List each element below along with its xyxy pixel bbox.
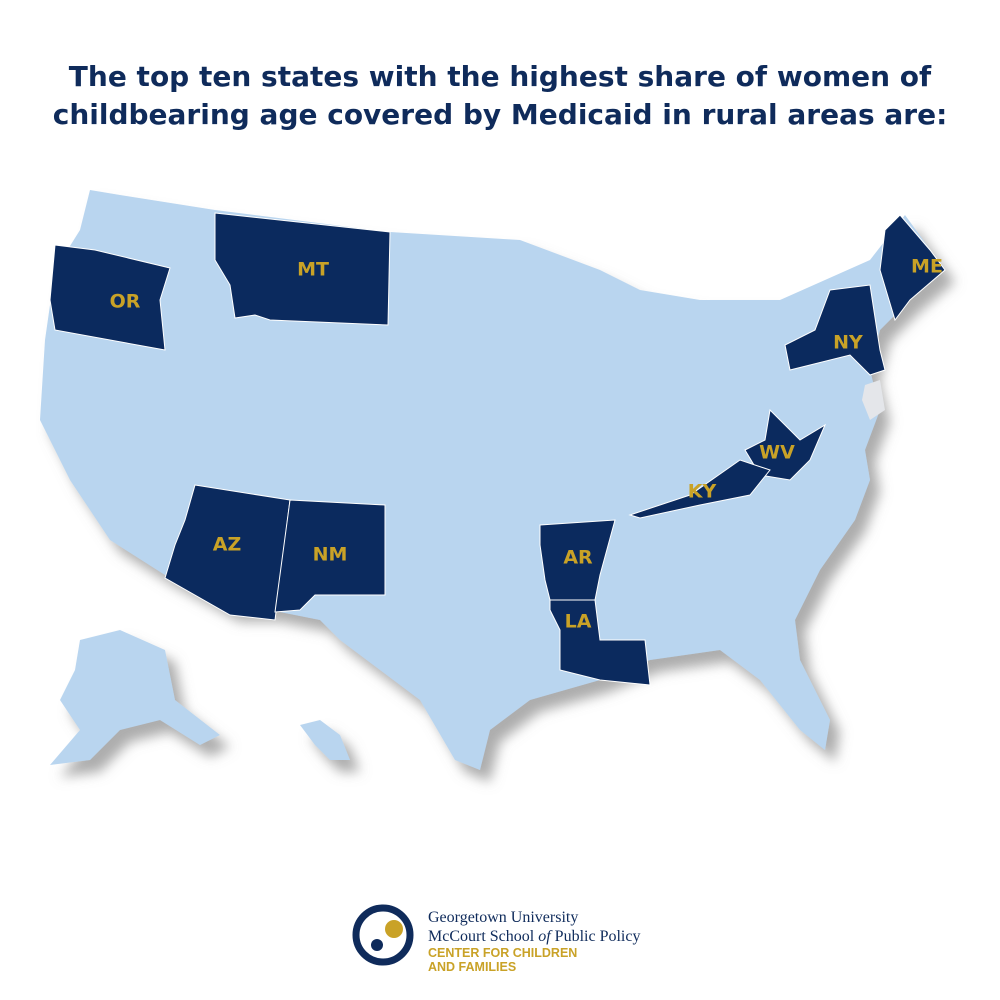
- state-label: OR: [110, 291, 141, 313]
- state-label: NY: [833, 332, 863, 354]
- highlighted-states: [49, 212, 946, 686]
- state-label: LA: [565, 611, 592, 633]
- logo-school-b: Public Policy: [551, 928, 641, 945]
- logo-school-of: of: [538, 928, 553, 945]
- state-label: AZ: [213, 534, 241, 556]
- title: The top ten states with the highest shar…: [52, 60, 948, 131]
- state-label: WV: [759, 442, 795, 464]
- state-label: NM: [313, 544, 348, 566]
- logo-school-a: McCourt School: [428, 928, 538, 945]
- us-map: [40, 190, 945, 770]
- logo-school: McCourt School of Public Policy: [428, 928, 640, 945]
- nj: [862, 380, 885, 420]
- state-label: KY: [688, 481, 717, 503]
- state-label: ME: [911, 256, 943, 278]
- state-label: MT: [297, 259, 329, 281]
- state-label: AR: [563, 547, 593, 569]
- logo-center-1: CENTER FOR CHILDREN: [428, 946, 577, 960]
- logo: Georgetown University McCourt School of …: [352, 904, 640, 974]
- logo-center-2: AND FAMILIES: [428, 960, 516, 974]
- logo-university: Georgetown University: [428, 909, 578, 926]
